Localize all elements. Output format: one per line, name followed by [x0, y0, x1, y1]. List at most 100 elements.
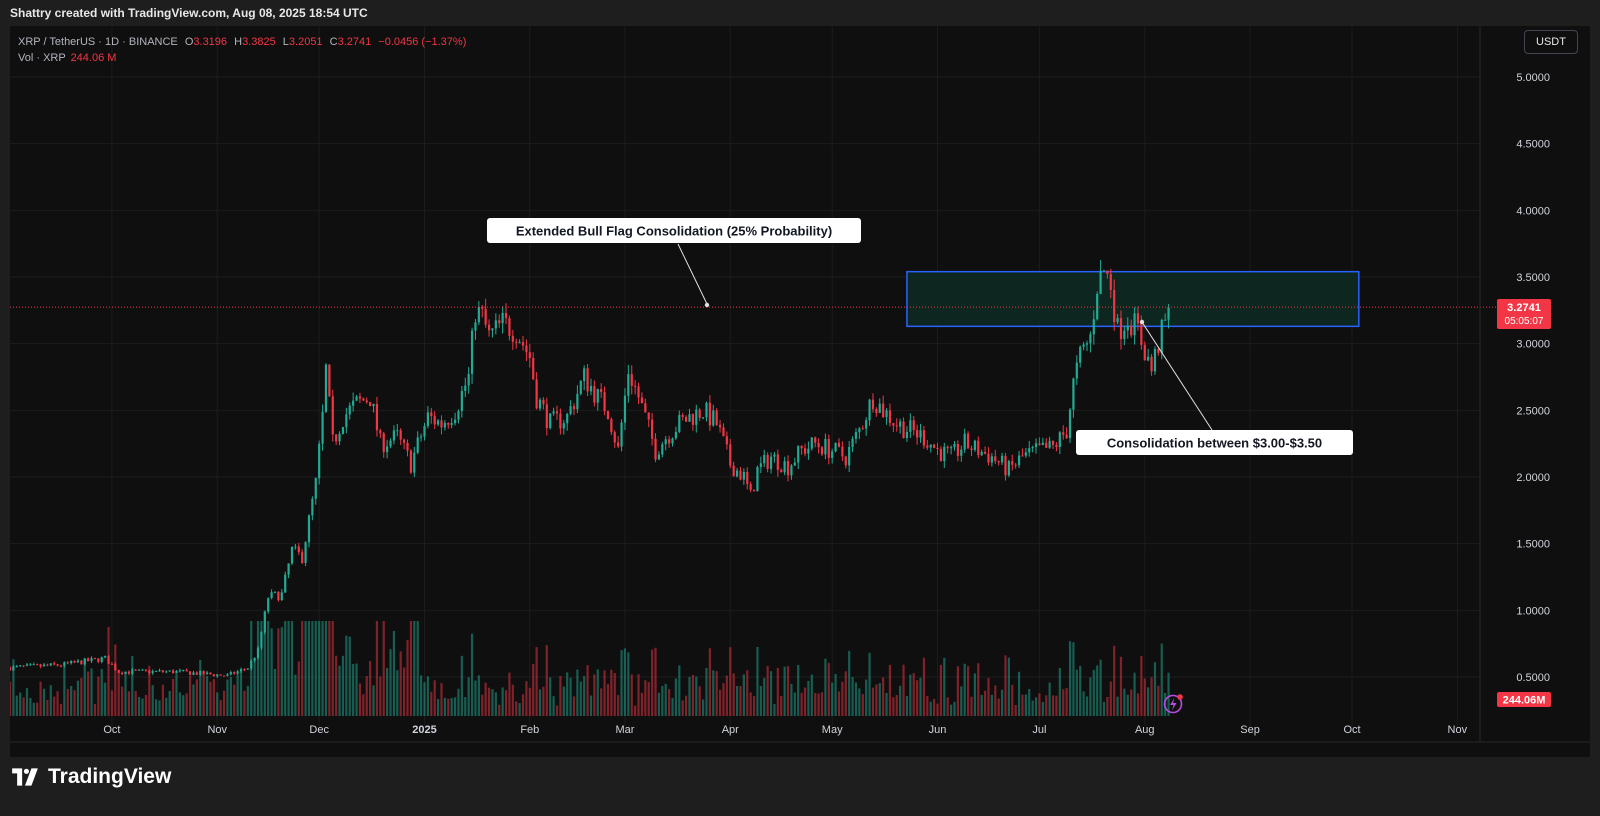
- volume-bar: [22, 697, 25, 716]
- candle-body: [358, 396, 362, 399]
- candle-body: [450, 423, 453, 425]
- volume-bar: [966, 666, 970, 716]
- currency-button[interactable]: USDT: [1524, 30, 1578, 54]
- volume-bar: [1031, 700, 1034, 716]
- volume-bar: [280, 627, 283, 716]
- candle-body: [328, 364, 331, 397]
- volume-bar: [803, 687, 807, 716]
- candle-body: [878, 403, 881, 413]
- candle-body: [1106, 270, 1109, 275]
- candle-body: [311, 498, 314, 516]
- volume-bar: [453, 697, 457, 716]
- volume-bar: [922, 657, 926, 716]
- candle-body: [1062, 432, 1065, 435]
- volume-bar: [1007, 657, 1010, 716]
- candle-body: [396, 430, 399, 432]
- price-chart[interactable]: 5.0000 4.5000 4.0000 3.5000 3.0000 2.5000 2.00…: [10, 26, 1590, 757]
- candle-body: [1167, 307, 1170, 320]
- volume-bar: [990, 694, 993, 716]
- candle-body: [90, 658, 93, 662]
- candle-body: [36, 664, 39, 666]
- candle-body: [481, 306, 484, 309]
- candle-body: [369, 402, 372, 407]
- volume-bar: [1136, 693, 1140, 716]
- volume-bar: [956, 666, 960, 716]
- volume-bar: [878, 683, 881, 716]
- candle-body: [294, 546, 297, 548]
- volume-bar: [161, 684, 164, 716]
- symbol-name[interactable]: XRP / TetherUS · 1D · BINANCE: [18, 36, 178, 48]
- candle-body: [521, 342, 525, 346]
- candle-body: [121, 672, 124, 674]
- candle-body: [1004, 455, 1007, 476]
- candle-body: [199, 671, 202, 675]
- volume-bar: [525, 681, 528, 716]
- x-tick-label: Dec: [309, 724, 329, 736]
- volume-bar: [644, 680, 647, 716]
- volume-bar: [443, 697, 446, 716]
- y-tick-label: 2.5000: [1516, 405, 1550, 417]
- volume-bar: [535, 647, 538, 716]
- candle-body: [1136, 313, 1140, 324]
- candle-body: [250, 660, 253, 669]
- chart-panel[interactable]: 5.0000 4.5000 4.0000 3.5000 3.0000 2.5000 2.00…: [10, 26, 1590, 757]
- x-tick-label: May: [822, 724, 843, 736]
- volume-bar: [100, 669, 103, 716]
- volume-bar: [885, 692, 888, 716]
- candle-body: [460, 391, 463, 412]
- candle-body: [229, 672, 232, 675]
- y-tick-label: 0.5000: [1516, 672, 1550, 684]
- volume-bar: [19, 692, 22, 716]
- volume-bar: [797, 664, 800, 716]
- volume-bar: [12, 659, 15, 716]
- volume-bar: [1014, 704, 1017, 716]
- volume-bar: [1102, 701, 1106, 716]
- candle-body: [820, 447, 824, 455]
- volume-bar: [1109, 681, 1112, 716]
- candle-body: [654, 438, 657, 460]
- volume-bar: [1157, 685, 1160, 716]
- annotation-bottom-anchor: [1139, 319, 1145, 325]
- candle-body: [389, 440, 392, 447]
- candle-body: [212, 674, 215, 677]
- candle-body: [80, 660, 83, 665]
- volume-bar: [467, 677, 470, 716]
- lightning-alert-icon[interactable]: [1163, 694, 1183, 714]
- candle-body: [178, 670, 181, 672]
- candle-body: [681, 415, 684, 417]
- candle-body: [1031, 447, 1034, 449]
- candle-body: [1130, 325, 1133, 336]
- candle-body: [443, 422, 446, 428]
- candle-body: [617, 442, 620, 447]
- candle-body: [875, 409, 878, 413]
- candle-body: [817, 442, 820, 448]
- candle-body: [814, 437, 817, 443]
- candle-body: [1072, 378, 1075, 410]
- candle-body: [865, 420, 868, 429]
- volume-bar: [705, 667, 708, 716]
- volume-label[interactable]: Vol · XRP: [18, 52, 66, 64]
- candle-body: [960, 449, 963, 456]
- volume-bar: [994, 685, 997, 716]
- volume-bar: [263, 621, 266, 716]
- candle-body: [783, 461, 786, 473]
- candle-body: [273, 591, 277, 593]
- candle-body: [100, 657, 103, 662]
- volume-bar: [759, 685, 762, 716]
- candle-body: [586, 368, 589, 392]
- candle-body: [837, 442, 841, 447]
- candle-body: [882, 403, 885, 418]
- volume-bar: [973, 673, 976, 716]
- candle-body: [246, 668, 249, 670]
- volume-bar: [515, 701, 518, 716]
- candle-body: [19, 665, 22, 667]
- candle-body: [538, 399, 542, 409]
- volume-bar: [916, 680, 919, 716]
- candle-body: [732, 465, 735, 477]
- volume-bar: [1000, 689, 1004, 716]
- volume-bar: [1051, 695, 1055, 716]
- candle-body: [749, 483, 752, 490]
- candle-body: [182, 669, 185, 671]
- volume-bar: [848, 650, 851, 716]
- candle-body: [715, 410, 718, 425]
